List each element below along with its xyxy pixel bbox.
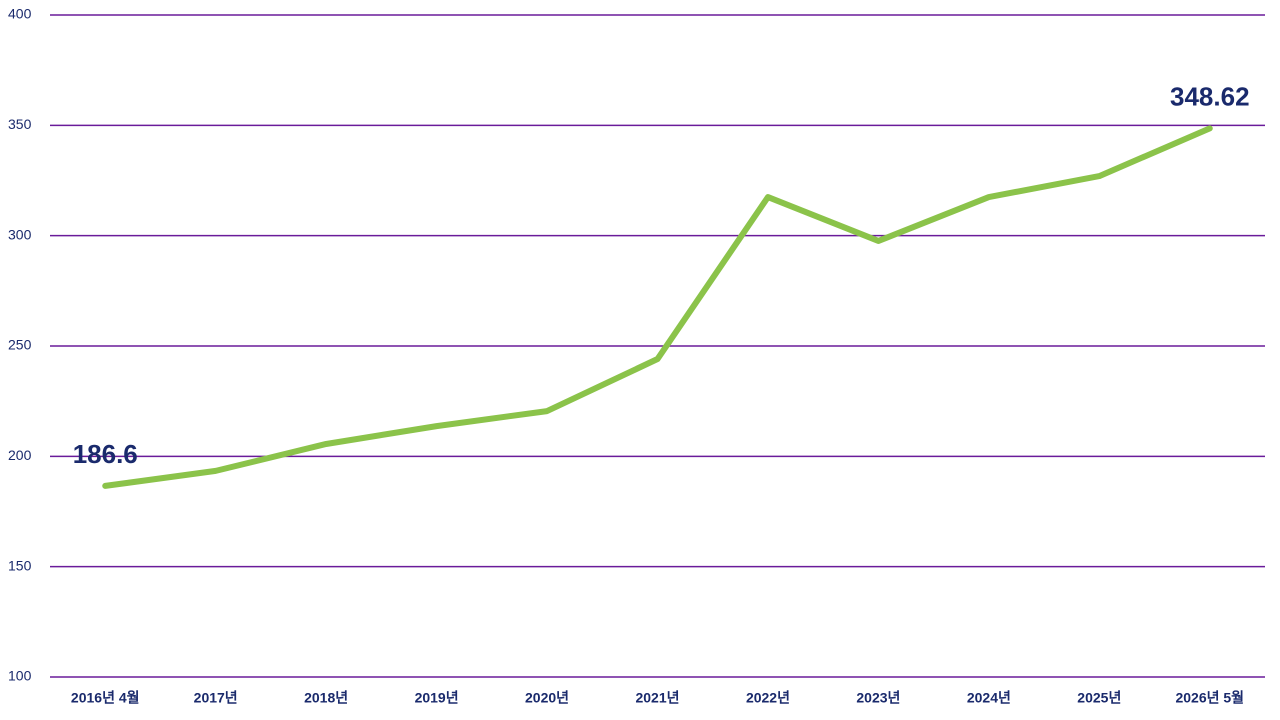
x-tick-label: 2025년 (1077, 690, 1121, 706)
y-tick-label: 300 (8, 226, 32, 242)
data-label: 348.62 (1170, 81, 1250, 111)
x-tick-label: 2016년 4월 (71, 690, 140, 706)
y-tick-label: 250 (8, 337, 32, 353)
x-tick-label: 2018년 (304, 690, 348, 706)
x-tick-label: 2024년 (967, 690, 1011, 706)
y-tick-label: 400 (8, 6, 32, 22)
x-tick-label: 2019년 (415, 690, 459, 706)
line (102, 125, 1213, 489)
x-tick-label: 2020년 (525, 690, 569, 706)
x-tick-label: 2022년 (746, 690, 790, 706)
y-tick-label: 150 (8, 557, 32, 573)
x-tick-label: 2017년 (194, 690, 238, 706)
x-tick-label: 2026년 5월 (1175, 690, 1244, 706)
y-tick-label: 350 (8, 116, 32, 132)
data-label: 186.6 (73, 439, 138, 469)
x-tick-label: 2021년 (635, 690, 679, 706)
y-tick-label: 200 (8, 447, 32, 463)
y-tick-label: 100 (8, 668, 32, 684)
x-tick-label: 2023년 (856, 690, 900, 706)
